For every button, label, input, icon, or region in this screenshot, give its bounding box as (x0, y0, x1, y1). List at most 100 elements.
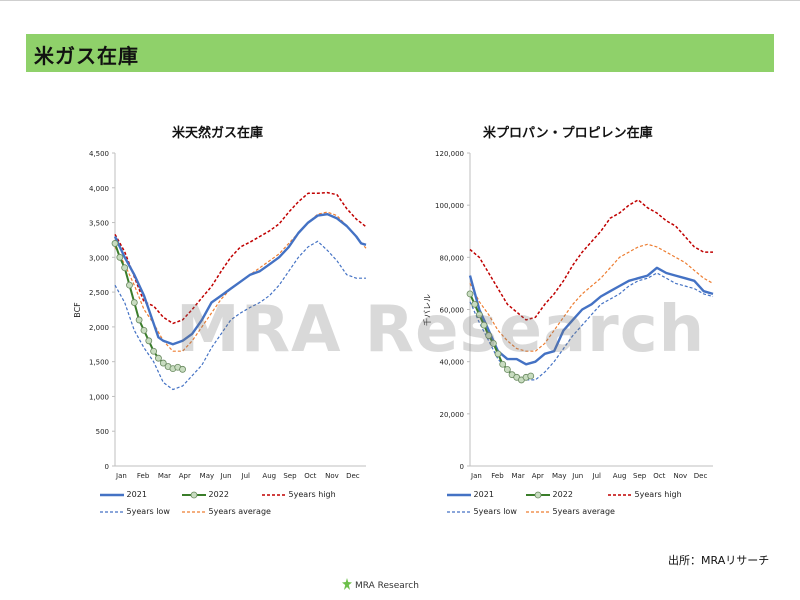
y-axis-label-gas: BCF (73, 302, 82, 318)
legend-item-low-propane: 5years low (447, 507, 517, 516)
legend-item-2021: 2021 (100, 490, 147, 499)
legend-item-2022-propane: 2022 (526, 490, 573, 499)
watermark: MRA Research (176, 293, 706, 367)
y-tick-label-prop: 0 (460, 463, 464, 471)
x-tick-label-prop: Feb (491, 472, 504, 480)
footer-logo: MRA Research (342, 578, 419, 591)
source-note: 出所：MRAリサーチ (668, 554, 770, 567)
legend-swatch-2022-propane (526, 491, 550, 498)
legend-label-2022-propane: 2022 (552, 490, 573, 499)
legend-item-avg-propane: 5years average (526, 507, 615, 516)
data-point-2022-gas (145, 337, 153, 345)
x-tick-label-prop: Jul (592, 472, 602, 480)
legend-label-avg: 5years average (208, 507, 271, 516)
x-tick-label-prop: Nov (674, 472, 688, 480)
data-point-2022-gas (121, 264, 129, 272)
y-tick-label-prop: 80,000 (440, 254, 465, 262)
x-tick-label-prop: Jan (470, 472, 482, 480)
data-point-2022-gas (126, 281, 133, 289)
legend-swatch-high-propane (608, 493, 632, 496)
data-point-2022-gas (179, 365, 186, 373)
x-tick-label-gas: Sep (283, 472, 297, 480)
legend-item-2021-propane: 2021 (447, 490, 494, 499)
data-point-2022-prop (466, 290, 474, 298)
x-tick-label-gas: Mar (158, 472, 171, 480)
data-point-2022-gas (135, 316, 143, 324)
legend-label-low-propane: 5years low (473, 507, 517, 516)
series-line-5years-high-prop (469, 199, 713, 321)
data-point-2022-prop (499, 360, 507, 368)
x-tick-label-gas: Jun (220, 472, 232, 480)
y-axis-label-prop: 千バレル (422, 294, 432, 326)
data-point-2022-prop (494, 350, 502, 358)
legend-swatch-2022 (182, 491, 206, 498)
y-tick-label-gas: 2,500 (89, 289, 109, 297)
x-tick-label-gas: Oct (304, 472, 316, 480)
legend-label-2022: 2022 (208, 490, 229, 499)
x-tick-label-gas: Dec (346, 472, 360, 480)
chart-prop: 0 20,000 40,000 60,000 80,000 100,000 120,000 千… (422, 150, 714, 480)
x-tick-label-prop: Apr (532, 472, 544, 480)
legend-item-avg: 5years average (182, 507, 271, 516)
y-tick-label-gas: 4,500 (89, 150, 109, 158)
legend-swatch-avg (182, 510, 206, 513)
x-tick-label-prop: Oct (653, 472, 665, 480)
legend-label-high-propane: 5years high (634, 490, 682, 499)
data-point-2022-gas (155, 354, 162, 362)
legend-label-low: 5years low (126, 507, 170, 516)
x-tick-label-prop: May (552, 472, 566, 480)
y-tick-label-gas: 500 (96, 428, 109, 436)
legend-swatch-low-propane (447, 510, 471, 513)
x-tick-label-gas: Feb (137, 472, 150, 480)
y-tick-label-gas: 3,000 (89, 254, 109, 262)
x-tick-label-prop: Mar (512, 472, 525, 480)
data-point-2022-gas (130, 299, 138, 306)
series-line-5years-low-gas (114, 240, 366, 391)
data-point-2022-gas (111, 240, 119, 247)
y-tick-label-gas: 2,000 (89, 324, 109, 332)
legend-swatch-low (100, 510, 124, 513)
data-point-2022-prop (489, 340, 497, 347)
data-point-2022-prop (475, 311, 483, 319)
chart-title-natural-gas: 米天然ガス在庫 (172, 126, 264, 141)
y-tick-label-prop: 40,000 (440, 359, 465, 367)
data-point-2022-prop (471, 300, 479, 308)
x-tick-label-gas: Jul (241, 472, 251, 480)
x-tick-label-gas: Nov (325, 472, 339, 480)
top-border (0, 0, 800, 1)
y-tick-label-gas: 3,500 (89, 220, 109, 228)
data-point-2022-prop (480, 321, 488, 329)
series-line-5years-average-prop (469, 243, 714, 352)
series-line-5years-high-gas (114, 191, 367, 325)
legend-label-2021-propane: 2021 (473, 490, 494, 499)
logo-star-icon (342, 578, 352, 590)
y-tick-label-prop: 20,000 (440, 411, 465, 419)
x-tick-label-prop: Jun (571, 472, 583, 480)
y-tick-label-prop: 100,000 (435, 202, 464, 210)
data-point-2022-gas (150, 347, 158, 355)
legend-item-2022: 2022 (182, 490, 229, 499)
header-bar: 米ガス在庫 (26, 34, 774, 72)
legend-swatch-high (262, 493, 286, 496)
x-tick-label-gas: Jan (115, 472, 127, 480)
data-point-2022-gas (140, 326, 148, 334)
x-tick-label-gas: Aug (262, 472, 276, 480)
legend-item-high: 5years high (262, 490, 336, 499)
page-title: 米ガス在庫 (34, 44, 139, 68)
legend-item-low: 5years low (100, 507, 170, 516)
x-tick-label-prop: Aug (613, 472, 627, 480)
y-tick-label-gas: 0 (105, 463, 109, 471)
x-tick-label-prop: Dec (694, 472, 708, 480)
x-tick-label-prop: Sep (633, 472, 647, 480)
y-tick-label-gas: 1,000 (89, 393, 109, 401)
y-tick-label-gas: 1,500 (89, 359, 109, 367)
y-tick-label-gas: 4,000 (89, 185, 109, 193)
data-point-2022-prop (485, 332, 493, 339)
x-tick-label-gas: Apr (179, 472, 191, 480)
data-point-2022-gas (116, 253, 124, 261)
legend-swatch-avg-propane (526, 510, 550, 513)
data-point-2022-prop (503, 366, 511, 373)
legend-swatch-2021-propane (447, 493, 471, 496)
chart-gas: 0 500 1,000 1,500 2,000 2,500 3,000 3,500 4,000 4… (73, 150, 367, 480)
